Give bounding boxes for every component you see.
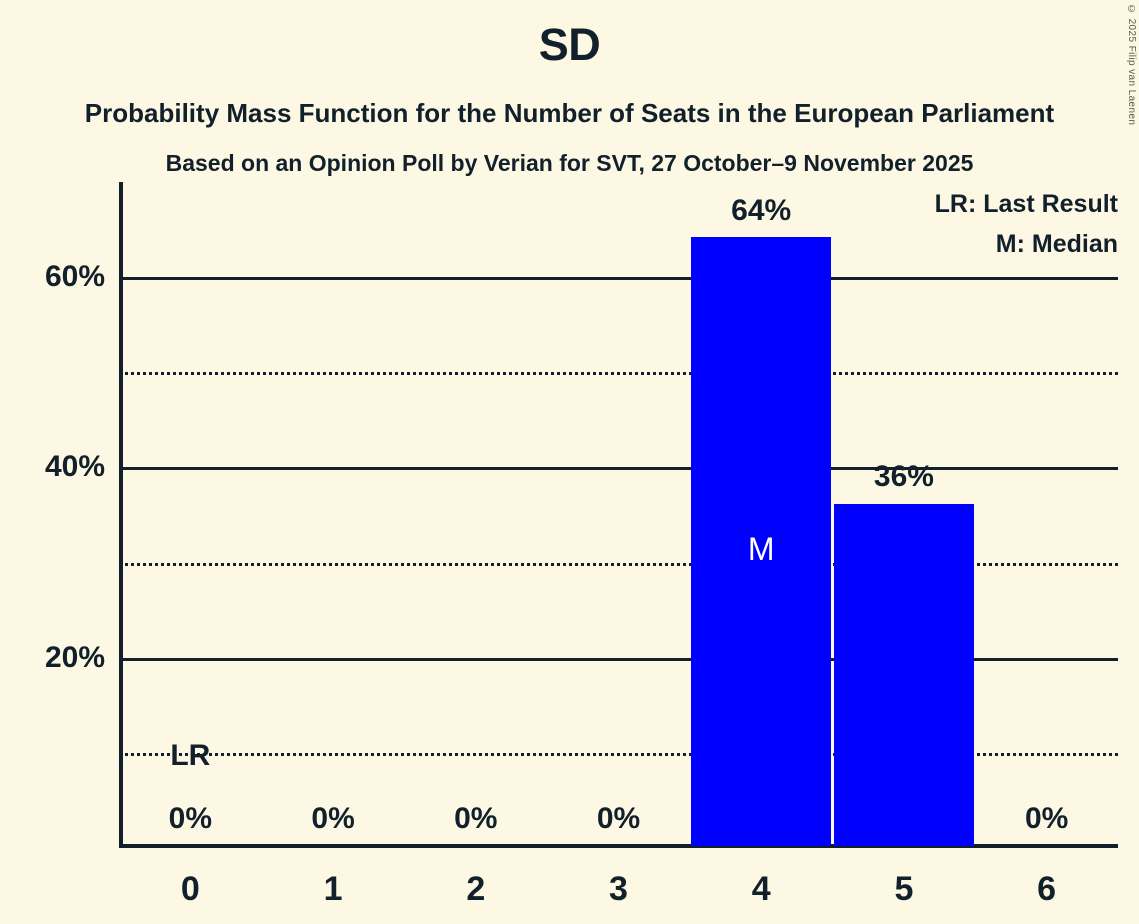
bar-value-label: 0% [596,802,641,835]
x-axis-tick-label: 0 [180,870,200,908]
x-axis-tick-label: 4 [751,870,771,908]
gridline-minor [119,562,1118,566]
x-axis-tick-label: 5 [894,870,914,908]
bar-value-label: 36% [873,460,934,494]
gridline-major [119,277,1118,281]
bar-value-label: 0% [454,802,498,835]
bar-value-label: 0% [311,802,355,835]
gridline-minor [119,372,1118,376]
gridline-minor [119,752,1118,756]
chart-title: SD [538,19,601,70]
gridline-major [119,467,1118,471]
median-marker: M [747,531,775,568]
title-block: SD Probability Mass Function for the Num… [0,0,1139,175]
x-axis-line [119,844,1118,848]
copyright-notice: © 2025 Filip van Laenen [1126,4,1137,126]
x-axis-tick-label: 6 [1037,870,1057,908]
y-axis-tick-label: 20% [44,640,105,674]
x-axis-tick-label: 2 [466,870,486,908]
bar-value-label: 0% [168,802,213,835]
chart-subtitle: Probability Mass Function for the Number… [84,98,1055,128]
gridline-major [119,657,1118,661]
y-axis-line [119,182,123,848]
x-axis-tick-label: 3 [609,870,628,908]
bar-value-label: 64% [731,194,792,228]
legend-item-last-result: LR: Last Result [934,190,1118,218]
plot-area: 20% 40% 60% M 0% 0% 0% 0% 64% 36% 0% LR 0 1 2 3 4 5 6 [45,182,1118,906]
bar[interactable]: M [691,237,832,846]
y-axis-tick-label: 40% [44,450,105,484]
y-axis-tick-label: 60% [44,260,105,294]
x-axis-tick-label: 1 [323,870,343,908]
bar[interactable] [833,503,974,846]
bar-value-label: 0% [1024,802,1069,835]
chart-source-note: Based on an Opinion Poll by Verian for S… [165,150,974,176]
legend-item-median: M: Median [995,230,1118,258]
chart-legend: LR: Last Result M: Median [935,184,1118,264]
last-result-marker: LR [170,738,211,772]
